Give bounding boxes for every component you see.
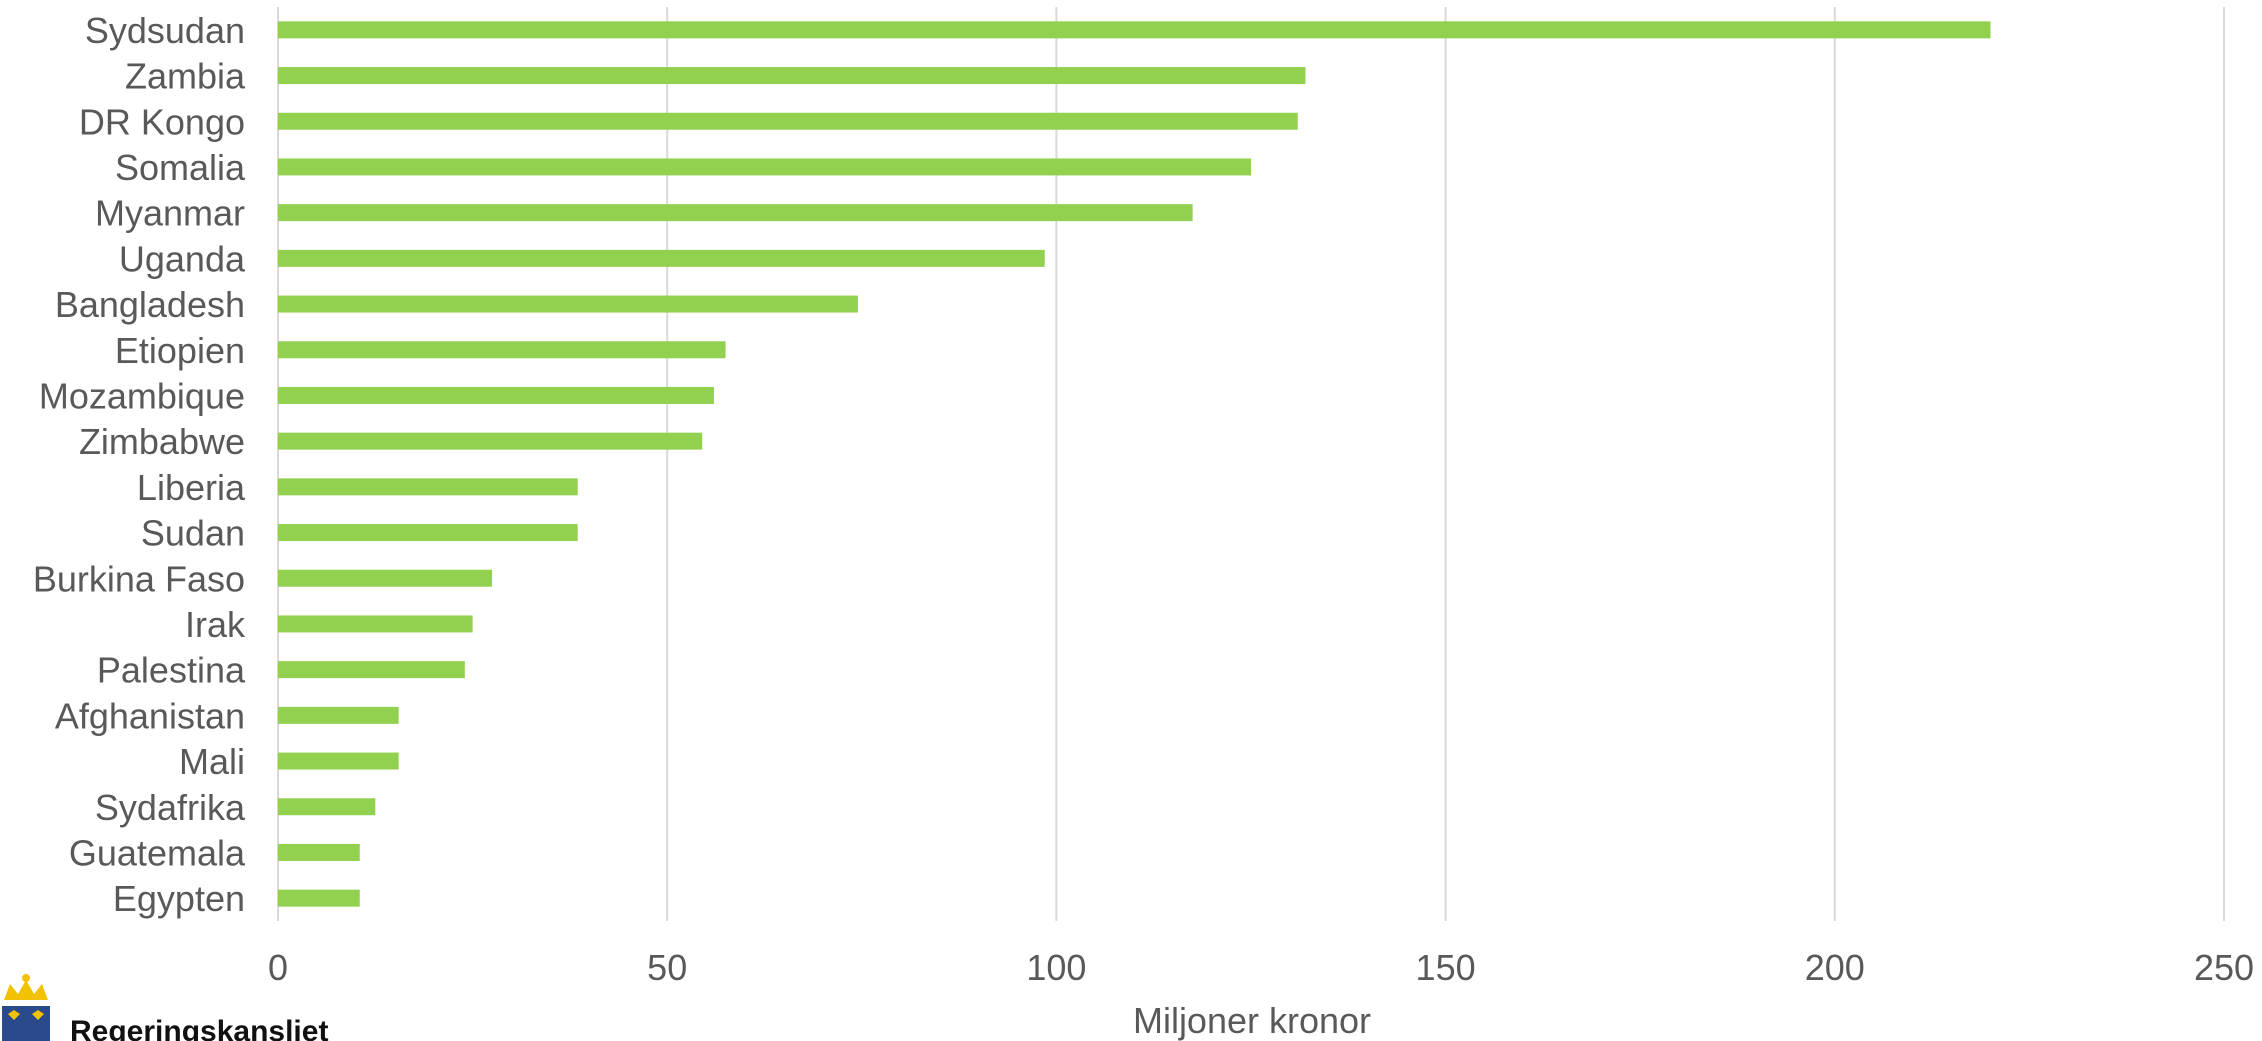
category-label: Zimbabwe [79, 421, 245, 462]
x-axis-title: Miljoner kronor [1133, 1000, 1371, 1041]
bar [278, 798, 376, 816]
category-label: Afghanistan [55, 695, 245, 736]
bars [278, 21, 1991, 907]
crown-icon [2, 974, 50, 1041]
bar [278, 752, 399, 770]
category-label: Egypten [113, 878, 245, 919]
bar [278, 615, 473, 633]
x-tick-labels: 0 50 100 150 200 250 [268, 947, 2254, 988]
bar [278, 204, 1193, 222]
category-label: Mali [179, 741, 245, 782]
x-tick-label: 0 [268, 947, 288, 988]
bar [278, 67, 1306, 85]
category-label: Sydafrika [95, 787, 246, 828]
category-label: Sydsudan [85, 10, 245, 51]
category-label: Mozambique [39, 375, 245, 416]
category-label: Burkina Faso [33, 558, 245, 599]
bar [278, 524, 578, 542]
bar [278, 706, 399, 724]
x-tick-label: 200 [1805, 947, 1865, 988]
category-label: Liberia [137, 467, 246, 508]
category-label: Sudan [141, 513, 245, 554]
bar [278, 112, 1298, 130]
logo-text: Regeringskansliet [70, 1015, 328, 1041]
x-tick-label: 150 [1416, 947, 1476, 988]
category-label: Etiopien [115, 330, 245, 371]
category-label: Myanmar [95, 193, 245, 234]
category-label: Palestina [97, 650, 246, 691]
gridlines [277, 7, 2225, 921]
bar [278, 661, 465, 679]
bar [278, 21, 1991, 39]
category-label: Bangladesh [55, 284, 245, 325]
category-label: DR Kongo [79, 101, 245, 142]
category-label: Zambia [125, 56, 246, 97]
bar [278, 341, 726, 359]
bar [278, 889, 360, 907]
x-tick-label: 100 [1026, 947, 1086, 988]
category-label: Uganda [119, 238, 246, 279]
bar [278, 249, 1045, 267]
bar [278, 569, 493, 587]
bar [278, 386, 714, 404]
logo: Regeringskansliet [2, 974, 328, 1041]
category-label: Guatemala [69, 832, 246, 873]
bar [278, 843, 360, 861]
bar [278, 295, 858, 313]
category-label: Irak [185, 604, 246, 645]
bar [278, 432, 703, 450]
category-label: Somalia [115, 147, 246, 188]
bar [278, 478, 578, 496]
x-tick-label: 250 [2194, 947, 2254, 988]
x-tick-label: 50 [647, 947, 687, 988]
bar [278, 158, 1251, 176]
